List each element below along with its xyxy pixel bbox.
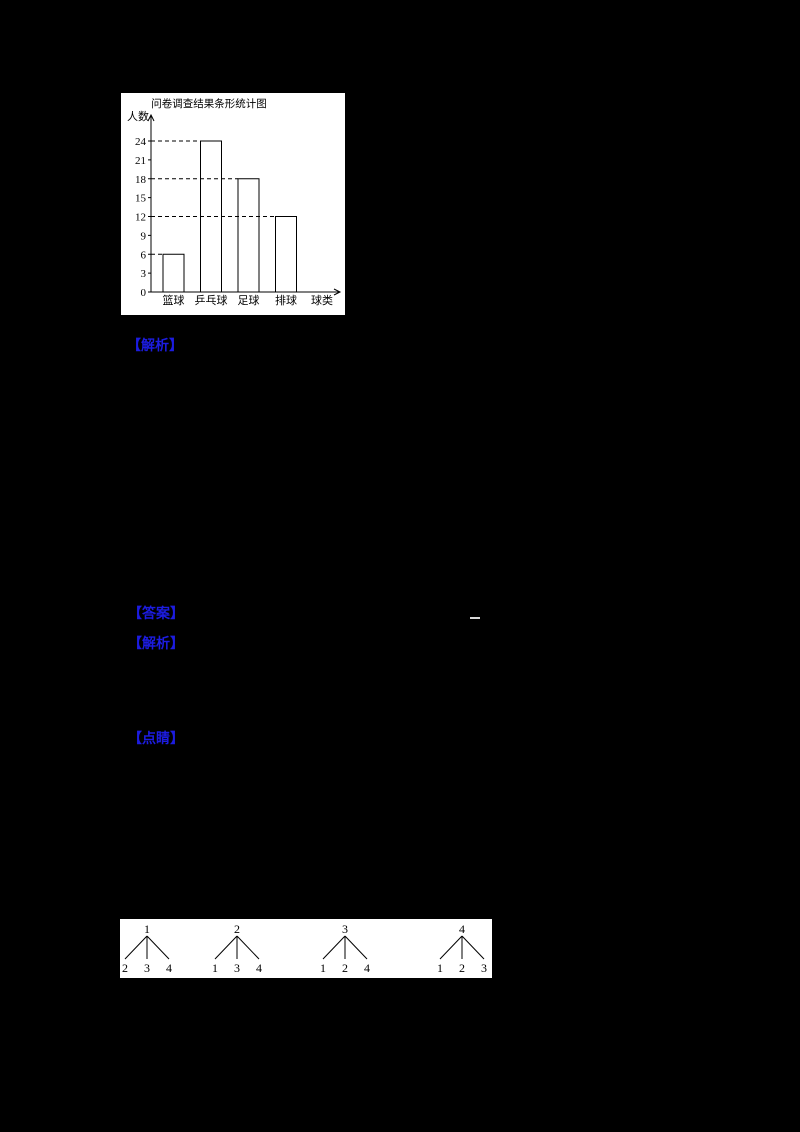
tree-leaf: 3 (481, 961, 487, 975)
analysis-label: 【解析】 (127, 339, 183, 354)
tree-branch (344, 935, 368, 960)
bar-chart-panel: 问卷调查结果条形统计图 人数球类 篮球 乒乓球 足球 排球 0 3 6 9 12 15 18 21 24 (121, 93, 345, 315)
tree-diagram-3: 3 1 2 4 (320, 922, 370, 975)
tree-branch (439, 935, 463, 960)
tree-leaf: 2 (342, 961, 348, 975)
category-label: 篮球 (163, 293, 185, 307)
chart-title: 问卷调查结果条形统计图 (151, 97, 267, 110)
category-label: 乒乓球 (195, 293, 228, 307)
tree-diagrams: 1 2 3 4 2 1 3 4 3 1 2 4 4 1 2 3 (122, 922, 487, 975)
tree-leaf: 3 (234, 961, 240, 975)
tree-branch (322, 935, 346, 960)
tree-branch (461, 935, 485, 960)
tree-leaf: 2 (122, 961, 128, 975)
bar-篮球 (162, 253, 185, 293)
tree-root: 2 (234, 922, 240, 936)
y-tick-label: 18 (135, 174, 147, 186)
y-tick-label: 24 (135, 136, 147, 148)
tree-branch (146, 935, 170, 960)
y-tick-label: 21 (135, 155, 146, 167)
chart-ylabel: 人数 (127, 110, 149, 123)
tree-leaf: 2 (459, 961, 465, 975)
tree-leaf: 4 (256, 961, 262, 975)
y-tick-label: 6 (141, 249, 147, 261)
tree-leaf: 3 (144, 961, 150, 975)
x-axis-arrow-icon (333, 288, 342, 296)
remark-label: 【点睛】 (128, 732, 184, 747)
tree-root: 1 (144, 922, 150, 936)
chart-xlabel: 球类 (311, 293, 333, 307)
y-tick-label: 9 (141, 230, 147, 242)
tree-diagram-1: 1 2 3 4 (122, 922, 172, 975)
tree-diagram-panel: 1 2 3 4 2 1 3 4 3 1 2 4 4 1 2 3 (120, 919, 492, 978)
y-tick-label: 0 (141, 287, 147, 299)
tree-leaf: 4 (364, 961, 370, 975)
y-tick-label: 3 (141, 268, 147, 280)
tree-branch (214, 935, 238, 960)
analysis-label: 【解析】 (128, 637, 184, 652)
tree-branch (124, 935, 148, 960)
tree-diagram-2: 2 1 3 4 (212, 922, 262, 975)
answer-label: 【答案】 (128, 607, 184, 622)
y-tick-label: 15 (135, 193, 147, 205)
bar-足球 (237, 178, 260, 293)
category-label: 排球 (275, 293, 297, 307)
tree-leaf: 1 (437, 961, 443, 975)
tree-leaf: 1 (320, 961, 326, 975)
tree-root: 4 (459, 922, 465, 936)
bar-排球 (275, 216, 297, 293)
tree-leaf: 4 (166, 961, 172, 975)
category-label: 足球 (238, 293, 260, 307)
tree-branch (236, 935, 260, 960)
tree-root: 3 (342, 922, 348, 936)
fraction-bar-mark (470, 617, 480, 619)
tree-diagram-4: 4 1 2 3 (437, 922, 487, 975)
tree-leaf: 1 (212, 961, 218, 975)
y-tick-label: 12 (135, 212, 146, 224)
y-axis-arrow-icon (147, 113, 155, 122)
